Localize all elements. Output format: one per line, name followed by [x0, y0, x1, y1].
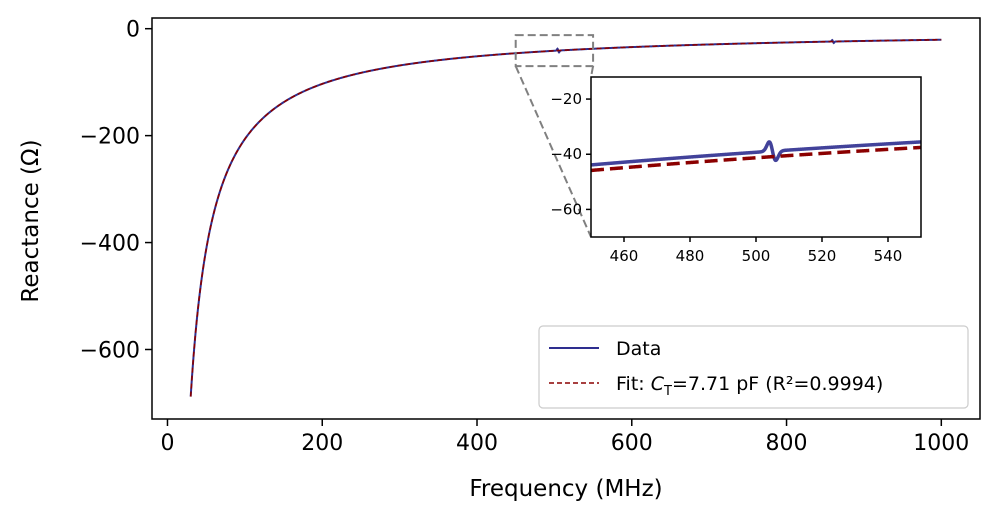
legend-data-label: Data	[616, 338, 661, 360]
inset-x-tick-label: 480	[676, 247, 705, 265]
inset-x-tick-label: 540	[874, 247, 903, 265]
y-tick-label: −200	[80, 125, 140, 150]
x-axis-label: Frequency (MHz)	[469, 476, 662, 502]
x-tick-label: 400	[456, 431, 498, 456]
legend-fit-label: Fit: CT=7.71 pF (R²=0.9994)	[616, 373, 883, 399]
axes-frame	[151, 17, 981, 420]
inset-fit-line	[591, 145, 921, 173]
inset-ticks: 460 480 500 520 540 −20 −40 −60	[550, 90, 902, 265]
zoom-indicator-box	[514, 34, 595, 68]
legend: Data Fit: CT=7.71 pF (R²=0.9994)	[538, 325, 969, 409]
x-tick-label: 0	[160, 431, 174, 456]
inset-x-tick-label: 500	[742, 247, 771, 265]
x-tick-label: 600	[611, 431, 653, 456]
zoom-connector-line	[590, 65, 595, 78]
inset-y-tick-label: −60	[550, 200, 582, 218]
inset-y-tick-label: −20	[550, 90, 582, 108]
fit-series-line	[189, 38, 942, 397]
main-ticks: 0 200 400 600 800 1000 0 −200 −400 −600	[80, 18, 970, 456]
zoom-connector-line	[514, 65, 592, 238]
y-tick-label: 0	[126, 18, 140, 43]
legend-box	[538, 325, 969, 409]
inset-plot: 460 480 500 520 540 −20 −40 −60	[550, 76, 922, 265]
inset-data-line	[591, 140, 921, 167]
y-axis-label: Reactance (Ω)	[18, 139, 44, 302]
x-tick-label: 800	[766, 431, 808, 456]
inset-background	[591, 77, 921, 237]
x-tick-label: 1000	[913, 431, 969, 456]
y-tick-label: −600	[80, 338, 140, 363]
inset-x-tick-label: 460	[610, 247, 639, 265]
inset-x-tick-label: 520	[808, 247, 837, 265]
x-tick-label: 200	[301, 431, 343, 456]
inset-y-tick-label: −40	[550, 145, 582, 163]
y-tick-label: −400	[80, 232, 140, 257]
